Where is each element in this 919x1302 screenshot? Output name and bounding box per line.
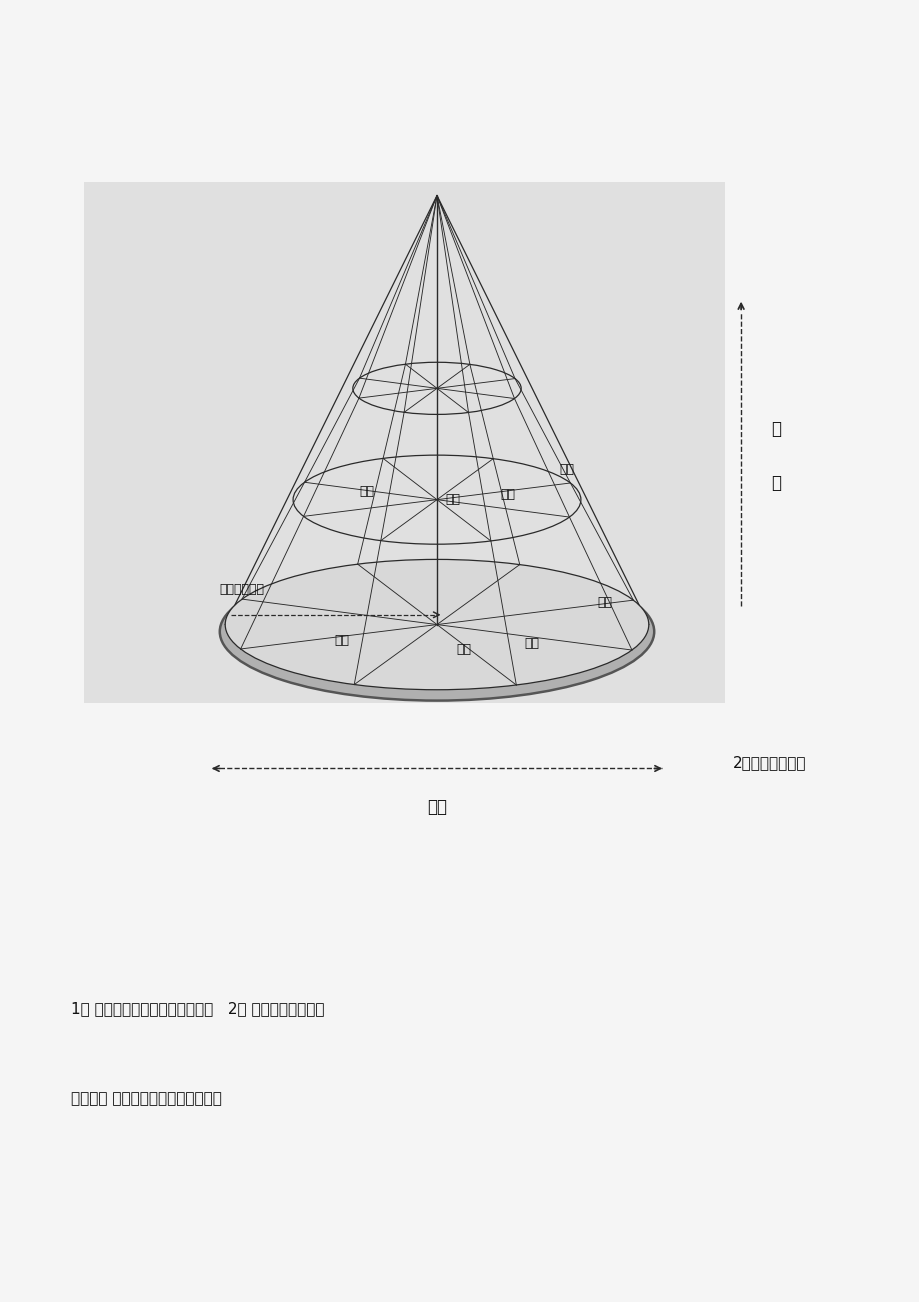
Text: 销售: 销售 [524, 637, 539, 650]
Ellipse shape [220, 562, 653, 700]
Text: 其他: 其他 [560, 464, 574, 477]
Text: 阶: 阶 [770, 421, 780, 437]
Text: 生产: 生产 [446, 493, 460, 506]
Text: 行销: 行销 [335, 634, 349, 647]
Text: 层: 层 [770, 474, 780, 492]
Text: 图表二　 角色主要任务重大心理议题: 图表二 角色主要任务重大心理议题 [71, 1091, 221, 1107]
Text: 行销: 行销 [358, 486, 373, 499]
Text: 功能: 功能 [426, 798, 447, 816]
Text: 参与中心地位: 参与中心地位 [220, 583, 265, 596]
Text: 生产: 生产 [456, 642, 471, 655]
Text: 其他: 其他 [597, 596, 612, 609]
Bar [84, 182, 724, 703]
Text: 1） 个人生涯可能承担的专业角色   2） 生涯发展的七阶段: 1） 个人生涯可能承担的专业角色 2） 生涯发展的七阶段 [71, 1001, 324, 1017]
Ellipse shape [225, 560, 648, 690]
Text: 销售: 销售 [500, 488, 515, 501]
Text: 2、生涯角色取向: 2、生涯角色取向 [732, 755, 805, 771]
